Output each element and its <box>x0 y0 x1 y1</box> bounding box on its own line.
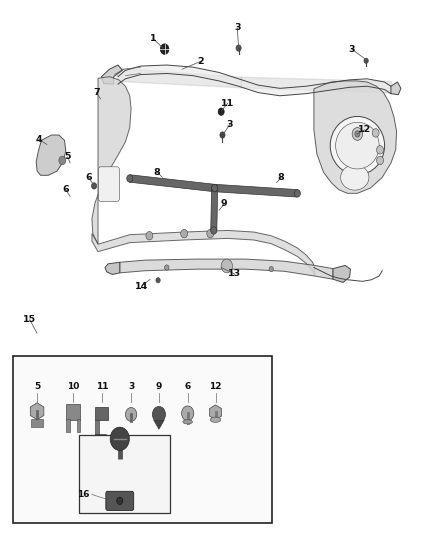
Circle shape <box>221 259 233 273</box>
Circle shape <box>294 190 300 197</box>
Text: 11: 11 <box>221 99 234 108</box>
Circle shape <box>236 45 241 51</box>
Ellipse shape <box>341 165 369 190</box>
Circle shape <box>152 407 166 422</box>
Circle shape <box>207 229 214 238</box>
Circle shape <box>117 497 123 505</box>
Circle shape <box>156 278 160 283</box>
Bar <box>31 419 43 427</box>
Circle shape <box>372 128 379 137</box>
Circle shape <box>364 58 368 63</box>
Text: 3: 3 <box>234 23 240 33</box>
Circle shape <box>165 265 169 270</box>
Text: 2: 2 <box>198 57 204 66</box>
FancyBboxPatch shape <box>99 167 119 201</box>
Bar <box>79 434 170 513</box>
Polygon shape <box>211 188 218 231</box>
Text: 13: 13 <box>228 269 241 278</box>
Circle shape <box>127 175 133 182</box>
Ellipse shape <box>210 417 221 422</box>
Polygon shape <box>215 184 297 197</box>
Text: 6: 6 <box>63 185 69 194</box>
Polygon shape <box>314 81 396 193</box>
Polygon shape <box>333 265 350 282</box>
Circle shape <box>125 408 137 421</box>
Text: 4: 4 <box>35 135 42 144</box>
Text: 8: 8 <box>154 167 161 176</box>
Ellipse shape <box>330 116 385 175</box>
Text: 1: 1 <box>149 34 156 43</box>
Text: 5: 5 <box>34 382 40 391</box>
Circle shape <box>220 132 225 138</box>
FancyBboxPatch shape <box>106 491 134 511</box>
Text: 7: 7 <box>93 88 99 97</box>
Polygon shape <box>30 403 44 419</box>
Text: 3: 3 <box>128 382 134 391</box>
Bar <box>66 405 80 420</box>
Polygon shape <box>391 82 401 95</box>
Bar <box>13 356 272 523</box>
Bar <box>66 419 70 432</box>
Polygon shape <box>102 65 122 84</box>
Circle shape <box>92 183 97 189</box>
Polygon shape <box>118 65 391 96</box>
Bar <box>95 433 106 438</box>
Text: 5: 5 <box>64 152 71 161</box>
Polygon shape <box>209 405 222 419</box>
Text: 12: 12 <box>358 125 371 134</box>
Bar <box>95 419 99 434</box>
Bar <box>95 407 108 420</box>
Polygon shape <box>92 77 131 244</box>
Text: 15: 15 <box>23 315 36 324</box>
Text: 3: 3 <box>349 45 355 54</box>
Circle shape <box>377 146 384 154</box>
Circle shape <box>377 156 384 165</box>
Text: 12: 12 <box>209 382 222 391</box>
Polygon shape <box>120 259 333 279</box>
Bar <box>77 419 80 432</box>
Text: 6: 6 <box>184 382 191 391</box>
Circle shape <box>212 184 218 192</box>
Polygon shape <box>36 135 66 175</box>
Text: 10: 10 <box>67 382 79 391</box>
Circle shape <box>146 231 153 240</box>
Polygon shape <box>154 420 164 429</box>
Polygon shape <box>92 230 315 276</box>
Text: 9: 9 <box>156 382 162 391</box>
Text: 8: 8 <box>278 173 285 182</box>
Text: 14: 14 <box>135 281 148 290</box>
Polygon shape <box>130 175 215 192</box>
Circle shape <box>181 229 187 238</box>
Circle shape <box>212 184 218 192</box>
Ellipse shape <box>336 122 379 169</box>
Text: 9: 9 <box>221 199 227 208</box>
Text: 11: 11 <box>96 382 109 391</box>
Circle shape <box>352 127 363 140</box>
Circle shape <box>211 227 217 234</box>
Circle shape <box>355 131 360 137</box>
Circle shape <box>218 108 224 115</box>
Circle shape <box>110 427 129 450</box>
Text: 6: 6 <box>85 173 92 182</box>
Circle shape <box>59 156 66 165</box>
Circle shape <box>182 406 194 421</box>
Text: 3: 3 <box>226 120 233 129</box>
Circle shape <box>269 266 273 272</box>
Circle shape <box>212 184 218 192</box>
Polygon shape <box>105 262 120 274</box>
Circle shape <box>160 44 169 54</box>
Text: 16: 16 <box>77 490 89 499</box>
Text: 1: 1 <box>121 431 128 440</box>
Ellipse shape <box>183 419 192 424</box>
